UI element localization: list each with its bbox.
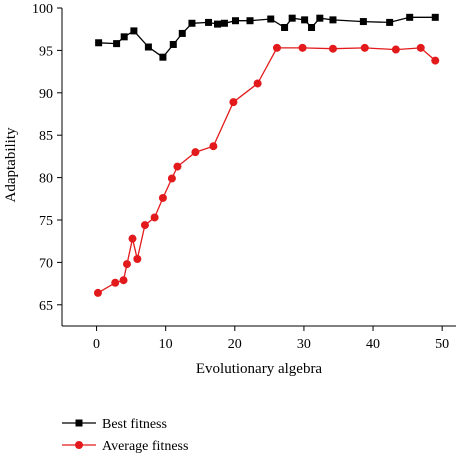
best-fitness-point: [231, 17, 239, 25]
average-fitness-point: [128, 234, 137, 243]
best-fitness-point: [95, 39, 103, 47]
best-fitness-point: [281, 24, 289, 32]
average-fitness-point: [298, 43, 307, 52]
y-tick-label: 100: [32, 2, 53, 17]
y-tick-label: 75: [39, 214, 53, 229]
x-tick-label: 50: [435, 337, 449, 352]
x-tick-label: 20: [228, 337, 242, 352]
average-fitness-point: [93, 288, 102, 297]
average-fitness-point: [209, 142, 218, 151]
legend-average-fitness-marker: [75, 441, 83, 449]
best-fitness-line: [98, 16, 436, 59]
best-fitness-point: [120, 33, 128, 41]
legend: Best fitness Average fitness: [62, 417, 188, 454]
y-axis-ticks: 65 70 75 80 85 90 95 100: [32, 2, 62, 314]
x-tick-label: 10: [159, 337, 173, 352]
average-fitness-point: [391, 45, 400, 54]
y-tick-label: 90: [39, 87, 53, 102]
average-fitness-point: [150, 213, 159, 222]
series-layer: [93, 13, 440, 297]
best-fitness-point: [188, 19, 196, 27]
best-fitness-point: [288, 14, 296, 22]
best-fitness-point: [301, 16, 309, 24]
x-axis-title: Evolutionary algebra: [196, 361, 323, 377]
best-fitness-point: [359, 18, 367, 26]
best-fitness-point: [220, 19, 228, 27]
legend-best-fitness-label: Best fitness: [102, 417, 167, 432]
average-fitness-point: [253, 79, 262, 88]
average-fitness-point: [140, 221, 149, 230]
best-fitness-point: [130, 27, 138, 35]
best-fitness-point: [205, 18, 213, 26]
average-fitness-point: [229, 98, 238, 107]
average-fitness-point: [158, 193, 167, 202]
average-fitness-point: [191, 148, 200, 157]
plot-frame: [61, 8, 456, 327]
y-axis-title: Adaptability: [3, 127, 19, 202]
best-fitness-point: [169, 40, 177, 48]
average-fitness-point: [173, 162, 182, 171]
best-fitness-point: [159, 53, 167, 61]
best-fitness-point: [308, 24, 316, 32]
y-tick-label: 95: [39, 44, 53, 59]
average-fitness-point: [119, 276, 128, 285]
x-tick-label: 0: [93, 337, 100, 352]
best-fitness-point: [113, 40, 121, 48]
y-tick-label: 85: [39, 129, 53, 144]
average-fitness-point: [431, 56, 440, 65]
best-fitness-point: [386, 18, 394, 26]
best-fitness-point: [144, 43, 152, 51]
y-tick-label: 65: [39, 299, 53, 314]
average-fitness-point: [272, 43, 281, 52]
best-fitness-point: [178, 29, 186, 37]
y-tick-label: 70: [39, 256, 53, 271]
average-fitness-point: [360, 43, 369, 52]
x-tick-label: 30: [297, 337, 311, 352]
average-fitness-point: [111, 278, 120, 287]
average-fitness-point: [122, 260, 131, 269]
average-fitness-point: [167, 174, 176, 183]
average-fitness-line: [97, 47, 436, 294]
x-tick-label: 40: [366, 337, 380, 352]
best-fitness-point: [267, 15, 275, 23]
x-axis-ticks: 0 10 20 30 40 50: [93, 326, 449, 352]
average-fitness-point: [328, 44, 337, 53]
best-fitness-point: [406, 13, 414, 21]
average-fitness-point: [133, 255, 142, 264]
best-fitness-point: [431, 13, 439, 21]
best-fitness-point: [316, 14, 324, 22]
best-fitness-point: [214, 20, 222, 28]
average-fitness-point: [416, 43, 425, 52]
best-fitness-point: [329, 16, 337, 24]
best-fitness-point: [246, 17, 254, 25]
legend-best-fitness-marker: [75, 419, 83, 427]
y-tick-label: 80: [39, 172, 53, 187]
legend-average-fitness-label: Average fitness: [102, 439, 188, 454]
